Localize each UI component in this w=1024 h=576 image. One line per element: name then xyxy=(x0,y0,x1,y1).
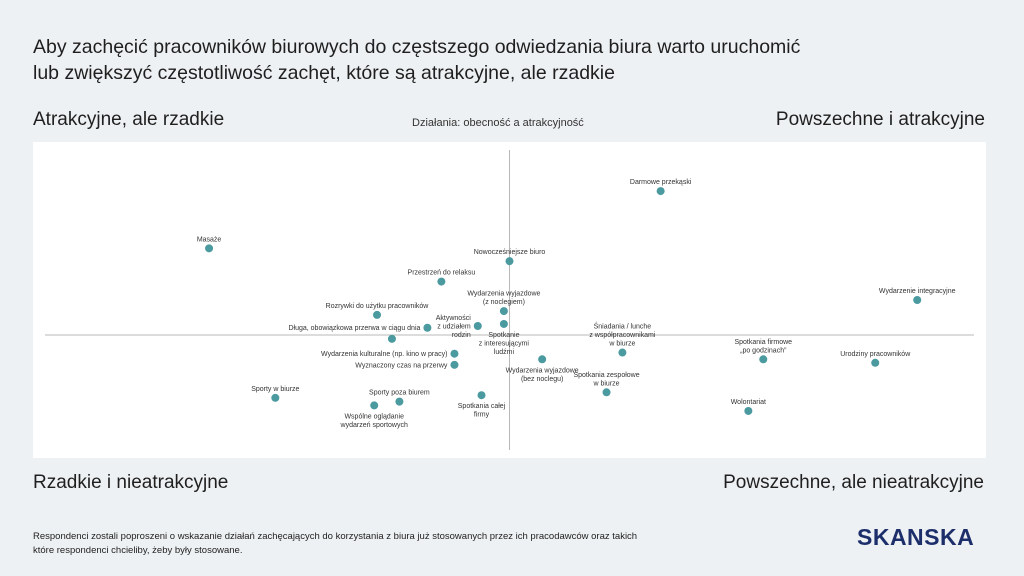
data-point xyxy=(618,348,627,357)
data-point xyxy=(271,393,280,402)
point-label: Masaże xyxy=(197,236,222,243)
data-point xyxy=(437,277,446,286)
data-point xyxy=(473,321,482,330)
quadrant-label-top-left: Atrakcyjne, ale rzadkie xyxy=(33,109,225,130)
point-label: Sporty poza biurem xyxy=(369,390,430,397)
point-label: Wspólne oglądanie wydarzeń sportowych xyxy=(340,413,408,429)
point-label: Przestrzeń do relaksu xyxy=(408,270,476,277)
data-point xyxy=(538,355,547,364)
point-label: Wydarzenie integracyjne xyxy=(879,288,956,295)
data-point xyxy=(395,397,404,406)
data-point xyxy=(871,358,880,367)
footnote-line-2: które respondenci chcieliby, żeby były s… xyxy=(33,544,243,556)
scatter-plot-area: Darmowe przekąski Masaże Nowocześniejsze b… xyxy=(33,142,986,458)
data-point xyxy=(387,334,396,343)
point-label: Spotkania firmowe „po godzinach” xyxy=(734,339,792,355)
point-label: Wydarzenia wyjazdowe (bez noclegu) xyxy=(506,367,579,383)
data-point xyxy=(499,319,508,328)
point-label: Sporty w biurze xyxy=(251,386,299,393)
data-point xyxy=(744,406,753,415)
chart-title: Działania: obecność a atrakcyjność xyxy=(412,117,584,129)
headline-line-2: lub zwiększyć częstotliwość zachęt, któr… xyxy=(33,62,615,84)
quadrant-label-top-right: Powszechne i atrakcyjne xyxy=(775,109,985,130)
data-point xyxy=(450,349,459,358)
data-point xyxy=(602,388,611,397)
point-label: Spotkanie z interesującymi ludźmi xyxy=(479,332,530,356)
point-label: Aktywności z udziałem rodzin xyxy=(436,315,471,339)
point-label: Wyznaczony czas na przerwy xyxy=(355,362,448,369)
data-point xyxy=(913,296,922,304)
point-label: Nowocześniejsze biuro xyxy=(474,249,546,256)
point-label: Wydarzenia kulturalne (np. kino w pracy) xyxy=(321,351,447,358)
data-point xyxy=(205,244,214,253)
scatter-chart: Darmowe przekąski Masaże Nowocześniejsze b… xyxy=(45,150,974,450)
headline-line-1: Aby zachęcić pracowników biurowych do cz… xyxy=(33,36,801,58)
data-point xyxy=(450,360,459,369)
headline: Aby zachęcić pracowników biurowych do cz… xyxy=(33,34,933,86)
skanska-logo: SKANSKA xyxy=(857,524,975,550)
point-label: Darmowe przekąski xyxy=(630,179,692,186)
point-label: Rozrywki do użytku pracowników xyxy=(326,303,430,310)
quadrant-label-bottom-left: Rzadkie i nieatrakcyjne xyxy=(33,472,229,493)
data-point xyxy=(423,323,432,332)
point-label: Urodziny pracowników xyxy=(840,351,911,358)
point-label: Wolontariat xyxy=(731,399,766,406)
point-label: Długa, obowiązkowa przerwa w ciągu dnia xyxy=(288,325,420,332)
point-label: Spotkania zespołowe w biurze xyxy=(573,372,639,388)
point-label: Śniadania / lunche z współpracownikami w b… xyxy=(589,322,656,348)
data-point xyxy=(370,401,379,410)
footnote: Respondenci zostali poproszeni o wskazan… xyxy=(33,530,733,557)
footnote-line-1: Respondenci zostali poproszeni o wskazan… xyxy=(33,531,638,542)
data-point xyxy=(373,310,382,319)
point-label: Wydarzenia wyjazdowe (z noclegiem) xyxy=(467,291,540,307)
data-point xyxy=(656,187,665,196)
quadrant-label-bottom-right: Powszechne, ale nieatrakcyjne xyxy=(723,472,984,493)
data-point xyxy=(505,257,514,266)
data-point xyxy=(499,307,508,316)
data-point xyxy=(759,355,768,364)
point-label: Spotkania całej firmy xyxy=(458,403,506,419)
data-point xyxy=(477,391,486,400)
